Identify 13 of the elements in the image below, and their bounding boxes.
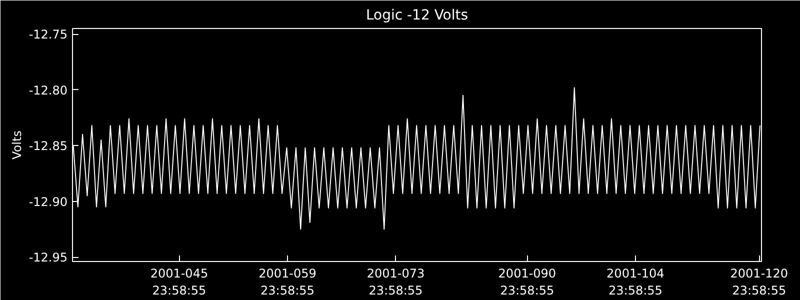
y-axis-title: Volts (10, 130, 24, 160)
y-tick-label: -12.80 (28, 83, 68, 98)
chart-title: Logic -12 Volts (366, 8, 468, 24)
x-tick-label: 2001-073 23:58:55 (366, 266, 425, 298)
x-tick-label: 2001-090 23:58:55 (498, 266, 556, 298)
y-tick-label: -12.90 (28, 194, 68, 209)
x-tick-label: 2001-104 23:58:55 (606, 266, 664, 298)
y-tick-label: -12.75 (28, 28, 68, 42)
x-tick-label: 2001-045 23:58:55 (150, 266, 208, 298)
x-tick-label: 2001-120 23:58:55 (730, 266, 788, 298)
y-tick-label: -12.85 (28, 139, 68, 154)
y-tick-label: -12.95 (28, 250, 68, 265)
x-tick-label: 2001-059 23:58:55 (258, 266, 316, 298)
